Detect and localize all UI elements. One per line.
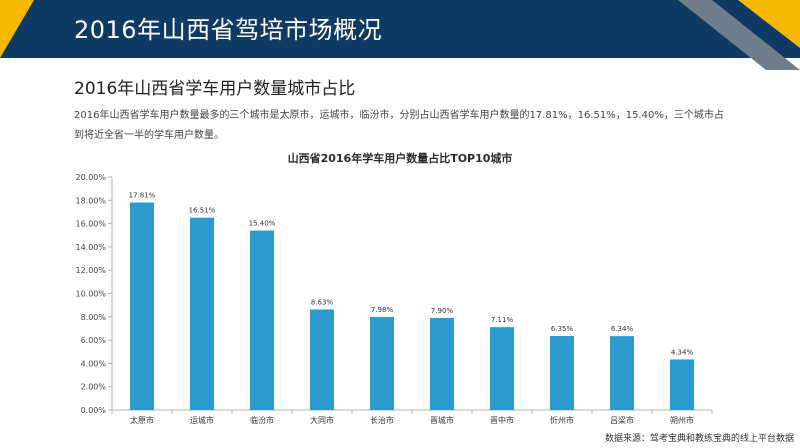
bar (190, 217, 214, 410)
x-tick-label: 朔州市 (670, 415, 694, 425)
x-tick-label: 临汾市 (250, 415, 274, 425)
bar-value-label: 7.98% (371, 306, 394, 314)
bar-value-label: 16.51% (189, 207, 216, 215)
page-title: 2016年山西省驾培市场概况 (74, 16, 383, 44)
bar-value-label: 15.40% (249, 220, 276, 228)
y-tick-label: 6.00% (81, 336, 107, 345)
bar (670, 359, 694, 410)
bar-value-label: 6.35% (551, 325, 574, 333)
data-source-note: 数据来源：驾考宝典和教练宝典的线上平台数据 (604, 434, 794, 444)
y-tick-label: 2.00% (81, 383, 107, 392)
y-tick-label: 16.00% (75, 220, 106, 229)
bar (610, 336, 634, 410)
bar-value-label: 4.34% (671, 348, 694, 356)
x-tick-label: 运城市 (190, 415, 214, 425)
section-description: 2016年山西省学车用户数量最多的三个城市是太原市，运城市，临汾市，分别占山西省… (74, 110, 724, 141)
bar (250, 230, 274, 410)
bar-value-label: 7.11% (491, 316, 514, 324)
x-tick-label: 晋中市 (490, 415, 514, 425)
bar-value-label: 7.90% (431, 307, 454, 315)
x-tick-label: 吕梁市 (610, 415, 634, 425)
header-band: 2016年山西省驾培市场概况 (0, 0, 800, 58)
y-tick-label: 4.00% (81, 359, 107, 368)
y-tick-label: 8.00% (81, 313, 107, 322)
y-tick-label: 14.00% (75, 243, 106, 252)
y-tick-label: 18.00% (75, 196, 106, 205)
header-accent-triangle (0, 0, 34, 58)
x-tick-label: 长治市 (370, 415, 394, 425)
x-tick-label: 大同市 (310, 415, 334, 425)
bar (430, 317, 454, 410)
y-tick-label: 12.00% (75, 266, 106, 275)
bar-value-label: 17.81% (129, 192, 156, 200)
section-subtitle: 2016年山西省学车用户数量城市占比 (74, 79, 356, 99)
bar (310, 309, 334, 410)
bar-value-label: 8.63% (311, 298, 334, 306)
y-tick-label: 20.00% (75, 173, 106, 182)
bar (490, 327, 514, 410)
y-tick-label: 10.00% (75, 290, 106, 299)
bar (550, 336, 574, 410)
y-tick-label: 0.00% (81, 406, 107, 415)
bar-value-label: 6.34% (611, 325, 634, 333)
chart-title: 山西省2016年学车用户数量占比TOP10城市 (287, 152, 513, 165)
x-tick-label: 晋城市 (430, 415, 454, 425)
bar (130, 202, 154, 410)
x-tick-label: 忻州市 (550, 415, 574, 425)
x-tick-label: 太原市 (130, 415, 154, 425)
bar (370, 317, 394, 410)
corner-decoration (678, 0, 800, 70)
